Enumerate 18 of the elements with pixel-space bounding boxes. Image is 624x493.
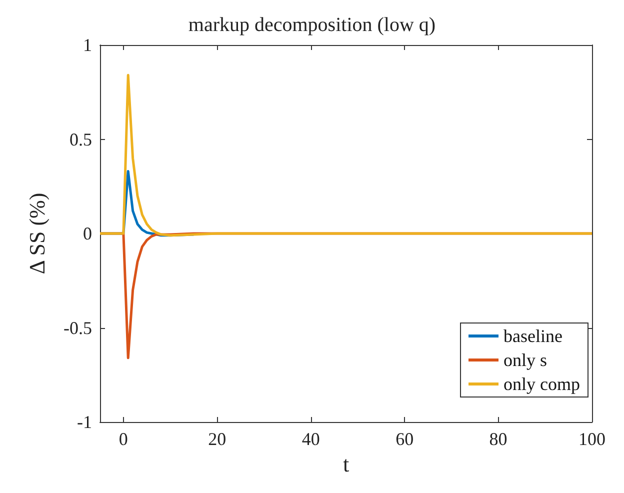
chart-title: markup decomposition (low q): [188, 14, 436, 36]
x-tick-label: 0: [118, 429, 128, 449]
legend-label: only s: [504, 350, 548, 370]
x-tick-label: 100: [578, 429, 606, 449]
y-tick-label: 0.5: [70, 129, 92, 150]
y-tick-label: -0.5: [64, 318, 92, 338]
legend-label: only comp: [504, 374, 580, 394]
x-tick-label: 40: [302, 429, 320, 449]
y-tick-label: -1: [77, 412, 92, 432]
x-tick-label: 60: [396, 429, 414, 449]
y-axis-title: Δ SS (%): [24, 192, 50, 274]
y-tick-label: 0: [83, 224, 92, 244]
x-tick-label: 20: [208, 429, 226, 449]
x-axis-title: t: [342, 451, 350, 476]
line-series: [98, 74, 594, 237]
y-tick-label: 1: [83, 35, 92, 55]
x-tick-label: 80: [489, 429, 508, 449]
legend-label: baseline: [504, 326, 562, 346]
